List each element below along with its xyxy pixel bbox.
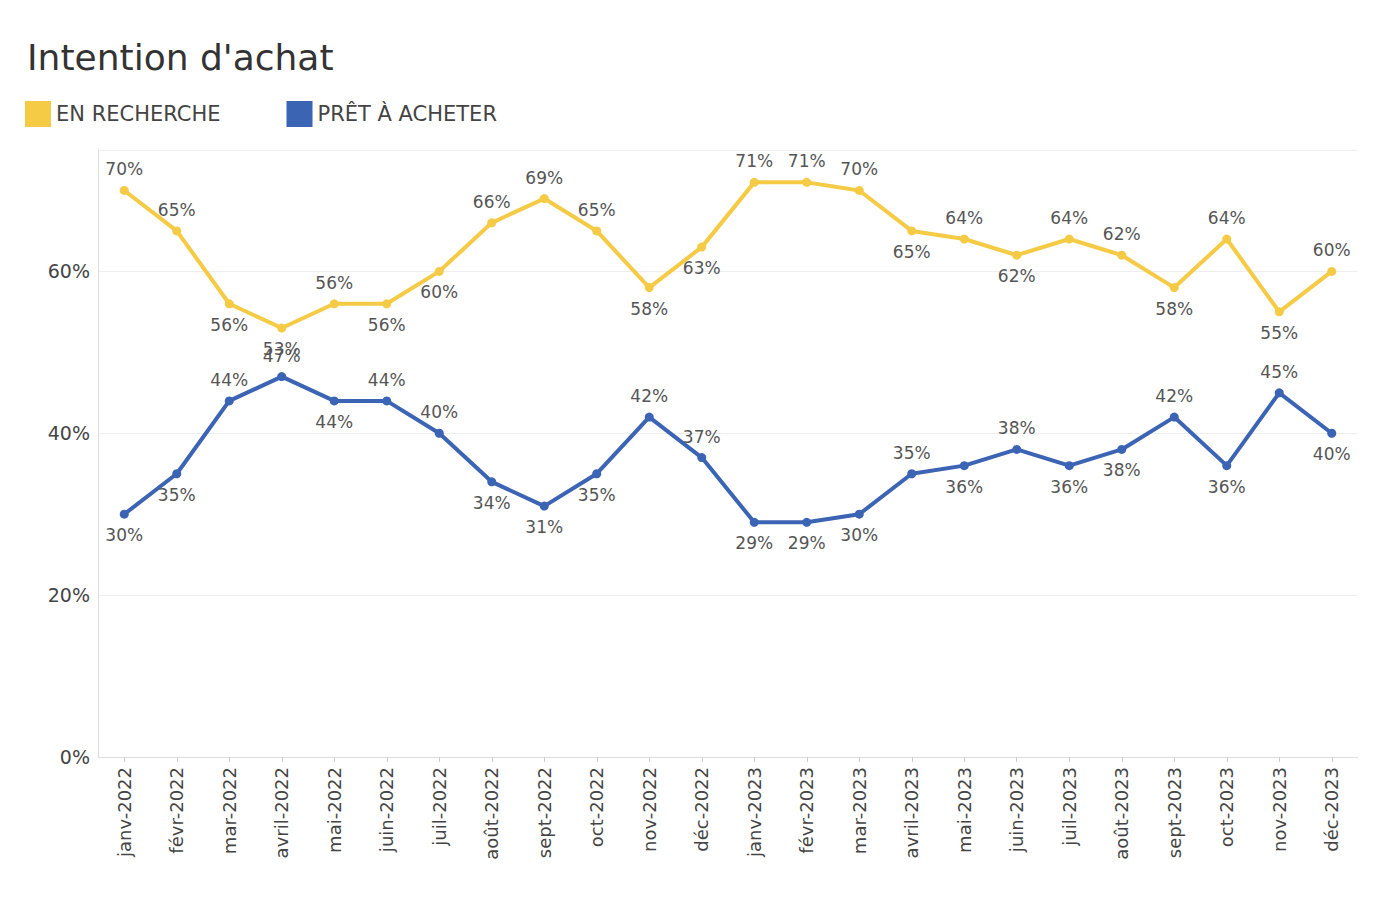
- svg-text:36%: 36%: [945, 477, 983, 497]
- svg-text:déc-2023: déc-2023: [1321, 767, 1342, 852]
- svg-text:nov-2022: nov-2022: [639, 767, 660, 852]
- svg-text:65%: 65%: [893, 242, 931, 262]
- svg-text:EN RECHERCHE: EN RECHERCHE: [56, 102, 221, 126]
- svg-text:janv-2023: janv-2023: [744, 767, 765, 858]
- svg-text:36%: 36%: [1050, 477, 1088, 497]
- svg-text:35%: 35%: [158, 485, 196, 505]
- svg-text:0%: 0%: [60, 746, 90, 768]
- svg-text:71%: 71%: [735, 151, 773, 171]
- svg-text:36%: 36%: [1208, 477, 1246, 497]
- svg-text:40%: 40%: [1313, 444, 1351, 464]
- svg-text:65%: 65%: [578, 200, 616, 220]
- svg-text:mai-2022: mai-2022: [324, 767, 345, 853]
- svg-text:62%: 62%: [998, 266, 1036, 286]
- svg-text:sept-2022: sept-2022: [534, 767, 555, 858]
- svg-text:déc-2022: déc-2022: [691, 767, 712, 852]
- svg-text:30%: 30%: [840, 525, 878, 545]
- svg-text:70%: 70%: [105, 159, 143, 179]
- svg-text:38%: 38%: [998, 418, 1036, 438]
- svg-text:mar-2023: mar-2023: [849, 767, 870, 854]
- svg-text:30%: 30%: [105, 525, 143, 545]
- svg-text:62%: 62%: [1103, 224, 1141, 244]
- svg-text:44%: 44%: [210, 370, 248, 390]
- svg-text:avril-2022: avril-2022: [271, 767, 292, 858]
- svg-text:42%: 42%: [630, 386, 668, 406]
- svg-text:nov-2023: nov-2023: [1269, 767, 1290, 852]
- svg-text:64%: 64%: [945, 208, 983, 228]
- svg-text:29%: 29%: [788, 533, 826, 553]
- svg-text:35%: 35%: [578, 485, 616, 505]
- svg-text:40%: 40%: [48, 422, 90, 444]
- svg-text:29%: 29%: [735, 533, 773, 553]
- svg-text:PRÊT À ACHETER: PRÊT À ACHETER: [318, 101, 497, 126]
- svg-text:65%: 65%: [158, 200, 196, 220]
- svg-text:févr-2023: févr-2023: [796, 767, 817, 854]
- svg-text:63%: 63%: [683, 258, 721, 278]
- svg-text:45%: 45%: [1260, 362, 1298, 382]
- svg-text:56%: 56%: [210, 315, 248, 335]
- svg-text:juil-2022: juil-2022: [429, 767, 450, 847]
- svg-text:févr-2022: févr-2022: [166, 767, 187, 854]
- svg-text:55%: 55%: [1260, 323, 1298, 343]
- svg-text:35%: 35%: [893, 443, 931, 463]
- svg-text:71%: 71%: [788, 151, 826, 171]
- svg-text:66%: 66%: [473, 192, 511, 212]
- svg-text:août-2022: août-2022: [481, 767, 502, 860]
- svg-text:64%: 64%: [1050, 208, 1088, 228]
- svg-text:juin-2023: juin-2023: [1006, 767, 1027, 853]
- svg-text:58%: 58%: [1155, 299, 1193, 319]
- svg-text:56%: 56%: [368, 315, 406, 335]
- svg-text:Intention d'achat: Intention d'achat: [27, 37, 334, 78]
- svg-text:avril-2023: avril-2023: [901, 767, 922, 858]
- svg-text:64%: 64%: [1208, 208, 1246, 228]
- svg-text:69%: 69%: [525, 168, 563, 188]
- svg-text:70%: 70%: [840, 159, 878, 179]
- svg-text:20%: 20%: [48, 584, 90, 606]
- svg-text:60%: 60%: [48, 260, 90, 282]
- svg-text:janv-2022: janv-2022: [114, 767, 135, 858]
- svg-text:34%: 34%: [473, 493, 511, 513]
- svg-text:oct-2022: oct-2022: [586, 767, 607, 847]
- svg-text:60%: 60%: [1313, 240, 1351, 260]
- svg-text:60%: 60%: [420, 282, 458, 302]
- svg-text:47%: 47%: [263, 346, 301, 366]
- svg-text:37%: 37%: [683, 427, 721, 447]
- svg-text:sept-2023: sept-2023: [1164, 767, 1185, 858]
- svg-text:mar-2022: mar-2022: [219, 767, 240, 854]
- svg-text:31%: 31%: [525, 517, 563, 537]
- svg-text:juin-2022: juin-2022: [376, 767, 397, 853]
- svg-text:58%: 58%: [630, 299, 668, 319]
- svg-text:56%: 56%: [315, 273, 353, 293]
- svg-text:oct-2023: oct-2023: [1216, 767, 1237, 847]
- svg-text:42%: 42%: [1155, 386, 1193, 406]
- svg-text:40%: 40%: [420, 402, 458, 422]
- svg-text:38%: 38%: [1103, 460, 1141, 480]
- svg-text:mai-2023: mai-2023: [954, 767, 975, 853]
- svg-text:44%: 44%: [368, 370, 406, 390]
- svg-text:août-2023: août-2023: [1111, 767, 1132, 860]
- svg-text:juil-2023: juil-2023: [1059, 767, 1080, 847]
- svg-text:44%: 44%: [315, 412, 353, 432]
